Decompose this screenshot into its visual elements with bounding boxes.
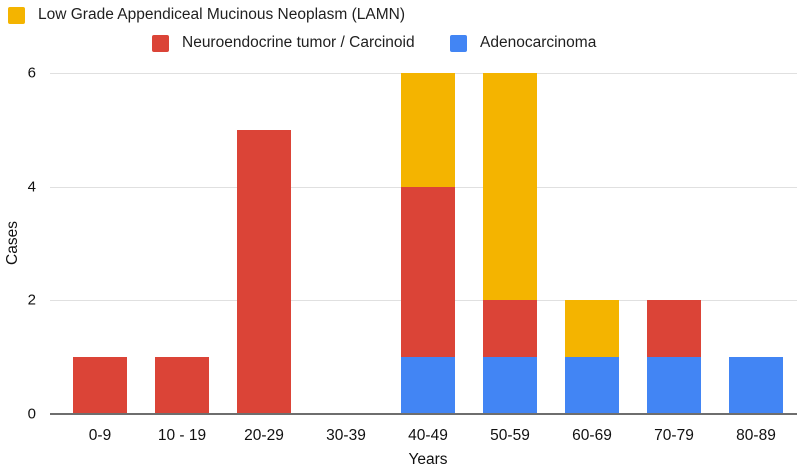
legend-label-neuroendocrine: Neuroendocrine tumor / Carcinoid xyxy=(182,34,415,51)
bar-segment xyxy=(483,73,537,301)
x-axis-title: Years xyxy=(408,451,448,468)
bar-segment xyxy=(155,357,209,414)
x-tick-label: 50-59 xyxy=(490,427,530,444)
bar-segment xyxy=(237,129,291,414)
yellow-square-swatch-icon xyxy=(8,6,25,24)
red-square-swatch-icon xyxy=(152,34,169,52)
y-tick-label-0: 0 xyxy=(27,405,36,423)
bar-segment xyxy=(73,357,127,414)
x-axis-baseline xyxy=(50,413,797,415)
x-tick-label: 10 - 19 xyxy=(157,427,207,444)
bar-segment xyxy=(483,357,537,414)
legend-label-lamn: Low Grade Appendiceal Mucinous Neoplasm … xyxy=(38,6,406,23)
y-tick-label-6: 6 xyxy=(27,64,36,82)
y-axis-title: Cases xyxy=(4,221,21,265)
bar-segment xyxy=(729,357,783,414)
x-tick-label: 80-89 xyxy=(736,427,776,444)
legend-item-adenocarcinoma: Adenocarcinoma xyxy=(450,34,596,52)
y-tick-label-4: 4 xyxy=(27,178,36,196)
y-tick-label-2: 2 xyxy=(27,291,36,309)
legend-item-neuroendocrine: Neuroendocrine tumor / Carcinoid xyxy=(152,34,415,52)
bar-segment xyxy=(565,300,619,358)
bar-segment xyxy=(565,357,619,414)
x-tick-label: 20-29 xyxy=(244,427,284,444)
x-tick-label: 40-49 xyxy=(408,427,448,444)
bar-segment xyxy=(483,300,537,358)
x-tick-label: 0-9 xyxy=(88,427,112,444)
bar-segment xyxy=(401,186,455,358)
x-tick-label: 60-69 xyxy=(572,427,612,444)
legend-label-adenocarcinoma: Adenocarcinoma xyxy=(480,34,597,51)
x-tick-label: 70-79 xyxy=(654,427,694,444)
legend-item-lamn: Low Grade Appendiceal Mucinous Neoplasm … xyxy=(8,6,405,24)
x-tick-label: 30-39 xyxy=(326,427,366,444)
bar-segment xyxy=(647,300,701,358)
bar-segment xyxy=(401,357,455,414)
bar-segment xyxy=(401,73,455,187)
blue-square-swatch-icon xyxy=(450,34,467,52)
bar-segment xyxy=(647,357,701,414)
